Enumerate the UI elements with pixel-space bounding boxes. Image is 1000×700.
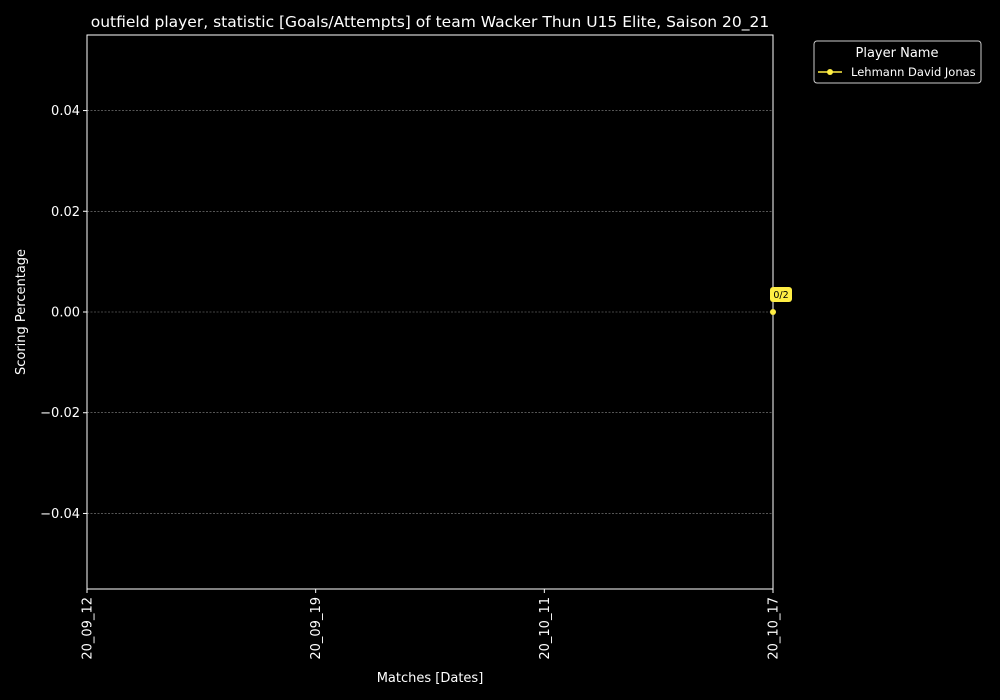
legend-box bbox=[813, 40, 982, 84]
x-tick-label: 20_10_11 bbox=[538, 597, 553, 660]
x-axis-label: Matches [Dates] bbox=[377, 671, 484, 686]
y-tick-label: −0.02 bbox=[40, 406, 80, 421]
grid-lines bbox=[87, 110, 773, 514]
y-axis: −0.04 −0.02 0.00 0.02 0.04 bbox=[40, 104, 87, 522]
chart-title: outfield player, statistic [Goals/Attemp… bbox=[91, 13, 770, 32]
legend: Player Name Lehmann David Jonas bbox=[813, 40, 982, 84]
y-tick-label: 0.00 bbox=[51, 306, 80, 321]
data-label: 0/2 bbox=[770, 287, 792, 302]
legend-swatch-marker bbox=[827, 69, 833, 75]
legend-entry-label: Lehmann David Jonas bbox=[851, 65, 976, 79]
data-label-box bbox=[770, 287, 792, 302]
data-label-text: 0/2 bbox=[773, 290, 788, 301]
y-tick-label: −0.04 bbox=[40, 507, 80, 522]
x-tick-label: 20_09_19 bbox=[309, 597, 324, 660]
x-tick-label: 20_10_17 bbox=[767, 597, 782, 660]
x-axis: 20_09_12 20_09_19 20_10_11 20_10_17 bbox=[81, 589, 782, 660]
y-axis-label: Scoring Percentage bbox=[14, 249, 29, 375]
legend-entries: Lehmann David Jonas bbox=[818, 65, 976, 79]
series-layer: 0/2 bbox=[770, 287, 792, 315]
y-tick-label: 0.04 bbox=[51, 104, 80, 119]
x-tick-label: 20_09_12 bbox=[81, 597, 96, 660]
legend-title: Player Name bbox=[856, 46, 939, 61]
y-tick-label: 0.02 bbox=[51, 205, 80, 220]
data-point bbox=[770, 309, 776, 315]
